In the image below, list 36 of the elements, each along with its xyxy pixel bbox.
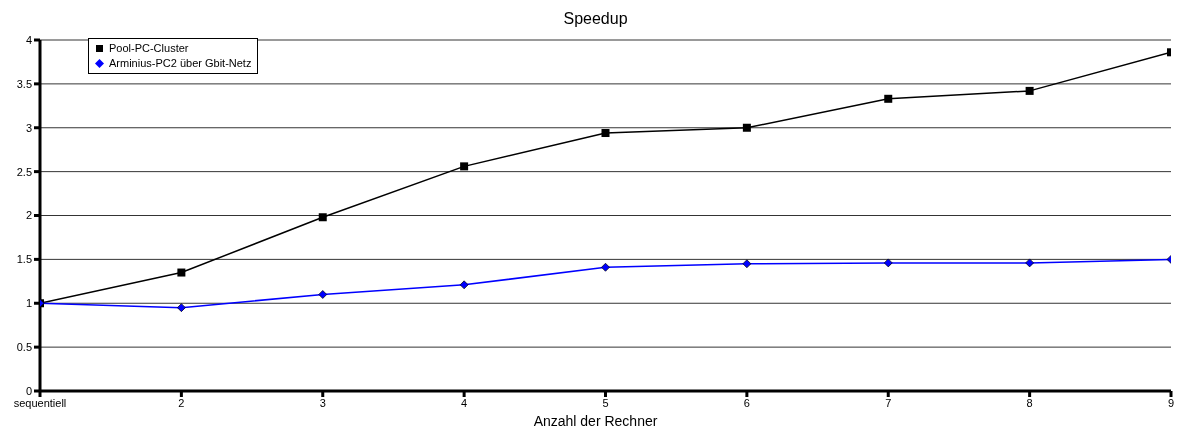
point — [1025, 86, 1034, 95]
point — [318, 213, 327, 222]
y-tick-label: 3.5 — [16, 77, 32, 90]
y-tick-label: 1.5 — [16, 253, 32, 266]
point — [318, 290, 328, 299]
y-tick-label: 3 — [25, 121, 32, 134]
legend-label: Pool-PC-Cluster — [109, 41, 189, 56]
x-tick-label: 8 — [1026, 396, 1033, 409]
chart-title: Speedup — [562, 9, 629, 29]
point — [459, 280, 469, 290]
x-tick-label: sequentiell — [13, 396, 67, 409]
y-tick-label: 4 — [25, 33, 32, 46]
y-tick-label: 2 — [25, 209, 32, 222]
legend-label: Arminius-PC2 über Gbit-Netz — [109, 56, 252, 71]
x-tick-label: 6 — [743, 396, 750, 409]
x-tick-label: 3 — [319, 396, 326, 409]
x-tick-label: 7 — [885, 396, 892, 409]
point — [884, 94, 893, 103]
y-tick-label: 0 — [25, 384, 32, 397]
y-tick-label: 2.5 — [16, 165, 32, 178]
point — [742, 259, 752, 269]
point — [883, 258, 893, 268]
point — [742, 123, 751, 132]
point — [460, 162, 469, 171]
x-tick-label: 5 — [602, 396, 609, 409]
x-axis-title: Anzahl der Rechner — [532, 413, 659, 429]
point — [601, 129, 610, 138]
x-tick-label: 9 — [1167, 396, 1175, 409]
point — [1025, 258, 1034, 268]
x-tick-label: 4 — [461, 396, 468, 409]
point — [601, 262, 610, 272]
y-tick-label: 0.5 — [16, 341, 32, 354]
point — [177, 303, 186, 312]
y-tick-label: 1 — [25, 297, 32, 310]
x-tick-label: 2 — [178, 396, 185, 409]
point — [177, 268, 186, 277]
